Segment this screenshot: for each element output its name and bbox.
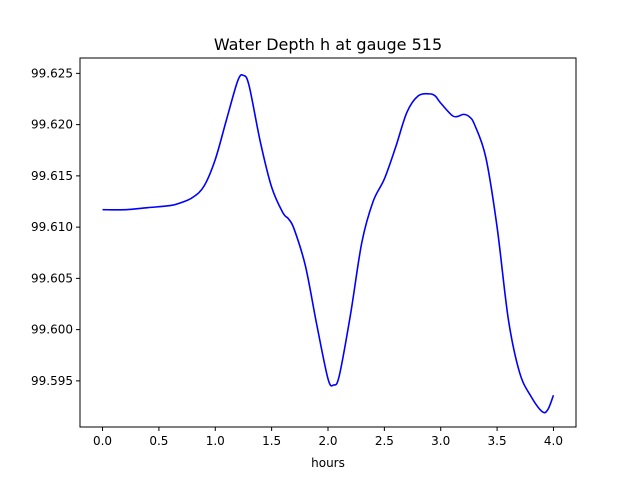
y-tick-label: 99.625 (31, 66, 73, 80)
x-tick-label: 2.5 (375, 434, 394, 448)
y-tick-label: 99.620 (31, 118, 73, 132)
x-tick-label: 1.5 (262, 434, 281, 448)
y-axis: 99.595 99.600 99.605 99.610 99.615 99.620 99.6… (31, 66, 80, 388)
x-tick-label: 2.0 (318, 434, 337, 448)
x-axis: 0.0 0.5 1.0 1.5 2.0 2.5 3.0 3.5 4.0 (93, 427, 563, 448)
y-tick-label: 99.610 (31, 220, 73, 234)
x-tick-label: 0.0 (93, 434, 112, 448)
x-tick-label: 4.0 (544, 434, 563, 448)
x-tick-label: 0.5 (149, 434, 168, 448)
y-tick-label: 99.615 (31, 169, 73, 183)
series-line-water-depth (102, 73, 555, 414)
y-tick-label: 99.605 (31, 271, 73, 285)
x-axis-label: hours (311, 456, 345, 470)
x-tick-label: 1.0 (206, 434, 225, 448)
chart-title: Water Depth h at gauge 515 (214, 35, 442, 54)
y-tick-label: 99.595 (31, 374, 73, 388)
y-tick-label: 99.600 (31, 323, 73, 337)
x-tick-label: 3.5 (488, 434, 507, 448)
x-tick-label: 3.0 (431, 434, 450, 448)
plot-area-frame (79, 57, 577, 428)
